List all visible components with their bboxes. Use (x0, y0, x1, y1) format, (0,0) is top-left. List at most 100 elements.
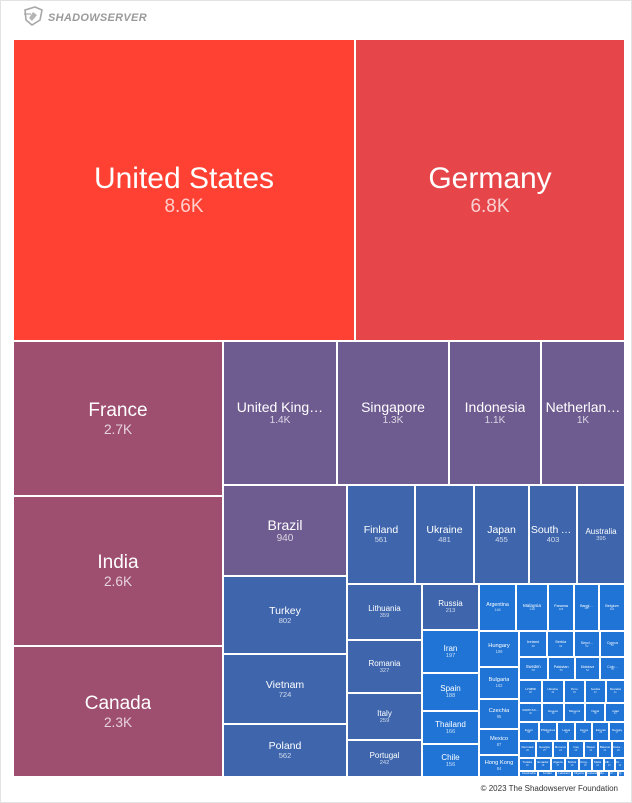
country-treemap: United States 8.6K Germany 6.8K France 2.7K In… (13, 39, 625, 777)
cell-value: 146 (494, 608, 501, 613)
cell-value: 1K (576, 415, 590, 427)
treemap-cell-estonia[interactable]: Estonia 28 (592, 722, 609, 741)
treemap-cell-croatia[interactable]: Croatia 48 (519, 679, 542, 704)
treemap-cell-south-ko[interactable]: South Ko… 40 (519, 703, 543, 723)
treemap-cell-slovakia[interactable]: Slovakia 41 (605, 679, 625, 704)
treemap-cell-malaysia[interactable]: Malaysia 138 (516, 584, 548, 631)
treemap-cell-pakistan[interactable]: Pakistan 55 (547, 657, 575, 680)
treemap-cell-argentina[interactable]: Argentina 146 (479, 584, 516, 631)
cell-value: 45 (572, 690, 576, 694)
cell-value: 43 (593, 690, 597, 694)
treemap-cell-albania[interactable]: Albania13 (603, 757, 615, 771)
cell-value: 561 (374, 535, 388, 545)
treemap-cell-thailand[interactable]: Thailand 166 (422, 711, 479, 744)
treemap-cell-qatar[interactable]: Qatar (617, 770, 625, 777)
treemap-cell-morocco[interactable]: Morocco 24 (552, 741, 569, 758)
treemap-cell-norway[interactable]: Norway 27 (609, 722, 625, 741)
treemap-cell-indonesia[interactable]: Indonesia 1.1K (449, 341, 541, 485)
treemap-cell-uruguay[interactable]: Uruguay 15 (578, 757, 592, 771)
treemap-cell-kenya[interactable]: Kenya 29 (575, 722, 593, 741)
treemap-cell-israel[interactable]: Israel 34 (605, 703, 625, 723)
cell-value: 2.6K (103, 574, 133, 590)
treemap-cell-belgium[interactable]: Belgium 101 (599, 584, 625, 631)
treemap-cell-nepal[interactable]: Nepal 35 (585, 703, 606, 723)
treemap-cell-lithuania[interactable]: Lithuania 359 (347, 584, 422, 640)
treemap-cell-ukraine[interactable]: Ukraine 481 (415, 485, 474, 584)
treemap-cell-bolivia[interactable]: Bolivia 16 (565, 757, 579, 771)
cell-label: France (88, 399, 148, 421)
treemap-cell-finland[interactable]: Finland 561 (347, 485, 415, 584)
treemap-cell-india[interactable]: India 2.6K (13, 496, 223, 646)
treemap-cell-spain[interactable]: Spain 188 (422, 673, 479, 711)
treemap-cell-brazil[interactable]: Brazil 940 (223, 485, 347, 576)
treemap-cell-colo[interactable]: Colo… 50 (600, 657, 625, 680)
treemap-cell-united-king[interactable]: United King… 1.4K (223, 341, 337, 485)
treemap-cell-netherlan[interactable]: Netherlan… 1K (541, 341, 625, 485)
treemap-cell-taiwan[interactable]: Taiwan 22 (583, 741, 598, 758)
treemap-cell-austria[interactable]: Austria 43 (585, 679, 606, 704)
treemap-cell-italy[interactable]: Italy 259 (347, 693, 422, 740)
treemap-cell-hungary[interactable]: Hungary 109 (479, 631, 519, 667)
treemap-cell-portugal[interactable]: Portugal 242 (347, 740, 422, 777)
cell-label: Lithuania (368, 604, 401, 614)
treemap-cell-sweden[interactable]: Sweden 58 (519, 657, 548, 680)
treemap-cell-egypt[interactable]: Egypt 33 (519, 722, 539, 741)
treemap-cell-armenia[interactable]: Armenia12 (614, 757, 625, 771)
treemap-cell-belarus[interactable]: Belarus 21 (598, 741, 612, 758)
treemap-cell-algeria[interactable]: Algeria 17 (550, 757, 566, 771)
treemap-cell-vietnam[interactable]: Vietnam 724 (223, 654, 347, 724)
treemap-cell-ecuador[interactable]: Ecuador 18 (535, 757, 551, 771)
treemap-cell-russia[interactable]: Russia 213 (422, 584, 479, 630)
treemap-cell-chile[interactable]: Chile 156 (422, 744, 479, 777)
treemap-cell-poland[interactable]: Poland 562 (223, 724, 347, 777)
treemap-cell-slovenia[interactable]: Slovenia 37 (563, 703, 586, 723)
treemap-cell-cyprus[interactable]: Cyprus 60 (599, 631, 625, 658)
treemap-cell-iceland[interactable]: Iceland (586, 770, 599, 777)
cell-value: 20 (617, 748, 620, 752)
treemap-cell-ukraine[interactable]: Ukraine 46 (541, 679, 564, 704)
cell-value: 259 (379, 717, 390, 724)
treemap-cell-kazakh[interactable]: Kazakh…20 (611, 741, 625, 758)
treemap-cell-japan[interactable]: Japan 455 (474, 485, 529, 584)
treemap-cell-moldova[interactable]: Moldova 52 (574, 657, 601, 680)
treemap-cell-panama[interactable]: Panama 105 (548, 584, 574, 631)
treemap-cell-turkey[interactable]: Turkey 802 (223, 576, 347, 654)
treemap-cell-serbia[interactable]: Serbia 64 (547, 631, 575, 658)
treemap-cell-latvia[interactable]: Latvia 30 (557, 722, 576, 741)
treemap-cell-iraq[interactable]: Iraq 23 (568, 741, 584, 758)
treemap-cell-south-a[interactable]: South A… 403 (529, 485, 577, 584)
treemap-cell-singapore[interactable]: Singapore 1.3K (337, 341, 449, 485)
treemap-cell-greece[interactable]: Greece 38 (542, 703, 564, 723)
treemap-cell-united-states[interactable]: United States 8.6K (13, 39, 355, 341)
treemap-cell-bangl[interactable]: Bangl… 102 (574, 584, 599, 631)
treemap-cell-mongolia[interactable]: Mongolia (598, 770, 610, 777)
treemap-cell-canada[interactable]: Canada 2.3K (13, 646, 223, 777)
treemap-cell-czechia[interactable]: Czechia 95 (479, 699, 519, 729)
treemap-cell-france[interactable]: France 2.7K (13, 341, 223, 496)
treemap-cell-malta[interactable]: Malta 14 (591, 757, 604, 771)
treemap-cell-mexico[interactable]: Mexico 87 (479, 729, 519, 755)
treemap-cell-romania[interactable]: Romania 327 (347, 640, 422, 693)
cell-value: 197 (445, 652, 456, 659)
treemap-cell-denmark[interactable]: Denmark 26 (519, 741, 537, 758)
treemap-cell-lebanon[interactable]: Lebanon (556, 770, 572, 777)
treemap-cell-georgia[interactable]: Georgia 25 (536, 741, 553, 758)
cell-value: 18 (541, 763, 545, 767)
treemap-cell-cambodia[interactable]: Cambodia (519, 770, 539, 777)
treemap-cell-australia[interactable]: Australia 395 (577, 485, 625, 584)
treemap-cell-oman[interactable]: Oman (609, 770, 618, 777)
cell-label: Australia (585, 526, 617, 536)
cell-value: 242 (379, 759, 390, 766)
treemap-cell-peru[interactable]: Peru 45 (563, 679, 586, 704)
treemap-cell-seycl[interactable]: Seycl… 62 (574, 631, 600, 658)
treemap-cell-iran[interactable]: Iran 197 (422, 630, 479, 673)
treemap-cell-nigeria[interactable]: Nigeria (572, 770, 587, 777)
treemap-cell-hong-kong[interactable]: Hong Kong 84 (479, 755, 519, 777)
treemap-cell-tunisia[interactable]: Tunisia 19 (519, 757, 536, 771)
treemap-cell-jordan[interactable]: Jordan (538, 770, 557, 777)
cell-value: 27 (615, 730, 619, 734)
treemap-cell-bulgaria[interactable]: Bulgaria 102 (479, 667, 519, 699)
treemap-cell-ireland[interactable]: Ireland 68 (519, 631, 548, 658)
treemap-cell-philippines[interactable]: Philippines 32 (538, 722, 558, 741)
treemap-cell-germany[interactable]: Germany 6.8K (355, 39, 625, 341)
